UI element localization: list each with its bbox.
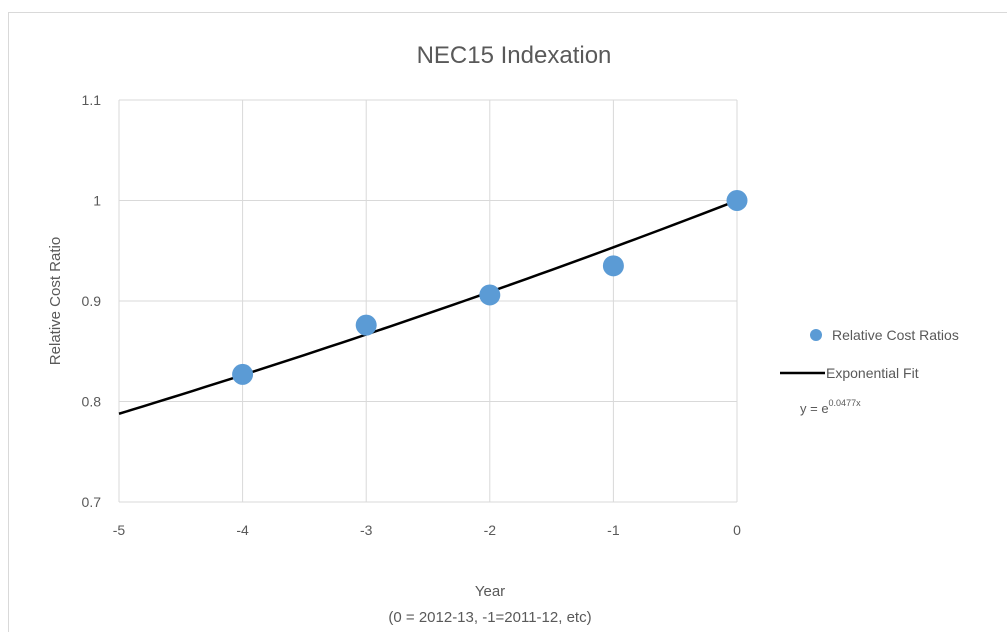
chart-title: NEC15 Indexation — [417, 42, 612, 69]
data-point — [232, 363, 254, 385]
exponential-fit-line — [118, 199, 738, 415]
y-tick-label: 1.1 — [82, 92, 102, 108]
grid — [118, 99, 738, 503]
x-axis-title: Year — [475, 583, 505, 600]
data-point — [726, 190, 748, 211]
legend-marker-relative-cost-ratios — [810, 329, 822, 341]
data-point — [602, 255, 624, 277]
chart-border — [8, 12, 1007, 632]
x-tick-label: 0 — [733, 522, 741, 538]
tick-label-group: -5 -4 -3 -2 -1 0 0.7 0.8 0.9 1 1.1 — [82, 92, 742, 538]
point-group — [232, 190, 748, 385]
legend: Relative Cost Ratios Exponential Fit y =… — [780, 327, 959, 416]
y-tick-label: 0.7 — [82, 494, 102, 510]
fit-equation: y = e0.0477x — [800, 398, 861, 416]
legend-label-exponential-fit: Exponential Fit — [826, 365, 919, 381]
x-tick-label: -1 — [607, 522, 620, 538]
fit-equation-base: y = e — [800, 401, 829, 416]
x-tick-label: -4 — [236, 522, 249, 538]
x-tick-label: -5 — [113, 522, 126, 538]
y-tick-label: 0.8 — [82, 394, 102, 410]
y-tick-label: 1 — [93, 193, 101, 209]
data-point — [355, 314, 377, 336]
fit-line-group — [118, 199, 738, 415]
x-tick-label: -3 — [360, 522, 373, 538]
data-point — [479, 284, 501, 306]
x-tick-label: -2 — [484, 522, 497, 538]
legend-label-relative-cost-ratios: Relative Cost Ratios — [832, 327, 959, 343]
x-axis-subtitle: (0 = 2012-13, -1=2011-12, etc) — [388, 609, 591, 626]
y-axis-title: Relative Cost Ratio — [47, 237, 64, 365]
fit-equation-exponent: 0.0477x — [829, 398, 862, 408]
y-tick-label: 0.9 — [82, 293, 102, 309]
